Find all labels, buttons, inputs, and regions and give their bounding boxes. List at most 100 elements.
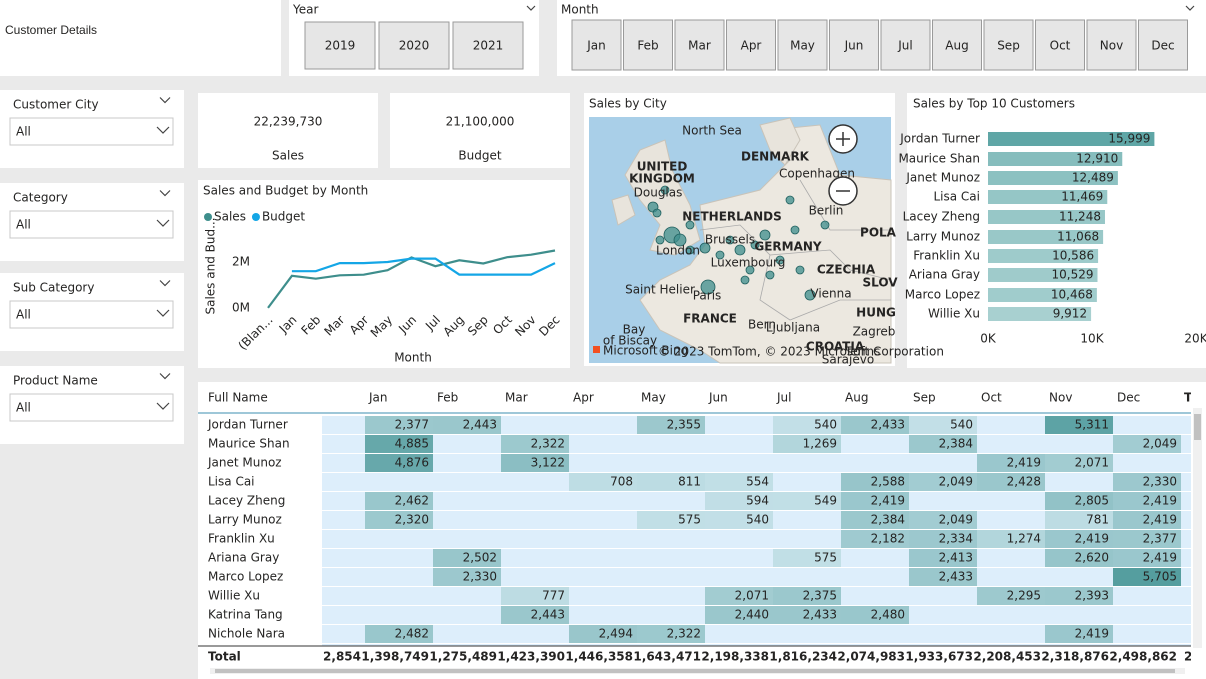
table-cell — [841, 530, 909, 548]
cell-value: 2,384 — [871, 513, 905, 527]
filter-dropdown[interactable] — [9, 117, 174, 146]
total-value: 1,398,749 — [361, 650, 429, 664]
map-label: FRANCE — [683, 312, 737, 326]
map-label: Berlin — [809, 204, 844, 218]
row-name: Larry Munoz — [208, 513, 282, 527]
cell-value: 2,419 — [1075, 532, 1109, 546]
page-title: Customer Details — [5, 23, 97, 37]
slicer-button[interactable] — [571, 19, 622, 71]
y-tick-label: Larry Munoz — [906, 230, 980, 244]
filter-dropdown[interactable] — [9, 393, 174, 422]
cell-value: 2,330 — [463, 570, 497, 584]
cell-value: 2,413 — [939, 551, 973, 565]
cell-value: 3,122 — [531, 456, 565, 470]
map-label: Copenhagen — [779, 167, 855, 181]
v-scroll-thumb[interactable] — [1194, 414, 1201, 440]
title-panel — [0, 0, 281, 76]
row-name: Lacey Zheng — [208, 494, 285, 508]
slicer-button[interactable] — [623, 19, 673, 71]
cell-value: 777 — [542, 589, 565, 603]
slicer-button[interactable] — [932, 19, 982, 71]
total-row — [198, 646, 1191, 668]
slicer-button[interactable] — [1086, 19, 1137, 71]
slicer-button[interactable] — [726, 19, 776, 71]
slicer-button[interactable] — [880, 19, 931, 71]
v-scrollbar[interactable] — [1193, 408, 1202, 648]
map-label: HUNG — [856, 306, 896, 320]
cell-value: 2,049 — [939, 475, 973, 489]
cell-value: 2,322 — [667, 627, 701, 641]
cell-value: 2,433 — [939, 570, 973, 584]
map-bubble — [660, 185, 670, 195]
table-cell — [1045, 549, 1113, 567]
table-cell — [705, 492, 773, 510]
slicer-button[interactable] — [452, 21, 524, 70]
total-value: 1,933,673 — [905, 650, 973, 664]
table-cell — [1113, 473, 1181, 491]
filter-dropdown[interactable] — [9, 300, 174, 329]
slicer-label: Month — [561, 3, 599, 17]
slicer-button[interactable] — [983, 19, 1034, 71]
map-label: Zagreb — [853, 325, 896, 339]
map-bubble — [795, 265, 805, 275]
row-name: Katrina Tang — [208, 608, 283, 622]
row-name: Janet Munoz — [207, 456, 282, 470]
filter-label: Product Name — [13, 374, 98, 388]
table-cell — [977, 530, 1045, 548]
total-value: 1,643,471 — [633, 650, 701, 664]
slicer-button[interactable] — [829, 19, 879, 71]
map-label: POLA — [860, 226, 897, 240]
total-value: 1,446,358 — [565, 650, 633, 664]
total-value: 2,208,453 — [973, 650, 1041, 664]
data-label: 9,912 — [1053, 307, 1087, 321]
column-header: May — [641, 391, 666, 405]
cell-value: 2,588 — [871, 475, 905, 489]
table-cell — [1045, 416, 1113, 434]
table-cell — [1113, 492, 1181, 510]
map-credit: © 2023 TomTom, © 2023 Microsoft Corporat… — [658, 345, 944, 359]
table-cell — [1113, 549, 1181, 567]
y-tick-label: Lisa Cai — [933, 190, 980, 204]
x-axis-label: Month — [394, 351, 432, 365]
data-label: 11,248 — [1059, 210, 1101, 224]
table-cell — [773, 549, 841, 567]
cell-value: 575 — [814, 551, 837, 565]
column-header: Feb — [437, 391, 458, 405]
total-value: 2,498,862 — [1109, 650, 1177, 664]
slicer-button-label: Dec — [1151, 39, 1174, 53]
table-cell — [433, 416, 501, 434]
row-name: Maurice Shan — [208, 437, 290, 451]
chevron — [156, 402, 170, 410]
table-cell — [773, 587, 841, 605]
map-label: Luxembourg — [711, 256, 786, 270]
slicer-button[interactable] — [1035, 19, 1085, 71]
cell-value: 2,393 — [1075, 589, 1109, 603]
cell-value: 5,705 — [1143, 570, 1177, 584]
slicer-button[interactable] — [674, 19, 725, 71]
table-cell — [977, 473, 1045, 491]
map-label: CZECHIA — [817, 263, 876, 277]
row-name: Ariana Gray — [208, 551, 279, 565]
slicer-button[interactable] — [304, 21, 376, 70]
y-tick-label: Jordan Turner — [899, 132, 980, 146]
bing-logo — [593, 346, 600, 353]
line-series — [291, 257, 556, 276]
cell-value: 2,320 — [395, 513, 429, 527]
table-cell — [773, 606, 841, 624]
filter-dropdown[interactable] — [9, 210, 174, 239]
slicer-button[interactable] — [1138, 19, 1188, 71]
map-bubble — [685, 220, 695, 230]
chevron — [526, 5, 536, 11]
table-cell — [773, 435, 841, 453]
cell-value: 2,419 — [871, 494, 905, 508]
map-bubble — [734, 244, 746, 256]
map-label: SLOV — [862, 276, 898, 290]
h-scroll-thumb[interactable] — [215, 669, 1175, 673]
data-label: 11,469 — [1061, 190, 1103, 204]
slicer-button[interactable] — [777, 19, 828, 71]
row-name: Franklin Xu — [208, 532, 275, 546]
slicer-button[interactable] — [378, 21, 450, 70]
table-cell — [365, 625, 433, 643]
cell-value: 2,071 — [735, 589, 769, 603]
column-header: Dec — [1117, 391, 1140, 405]
